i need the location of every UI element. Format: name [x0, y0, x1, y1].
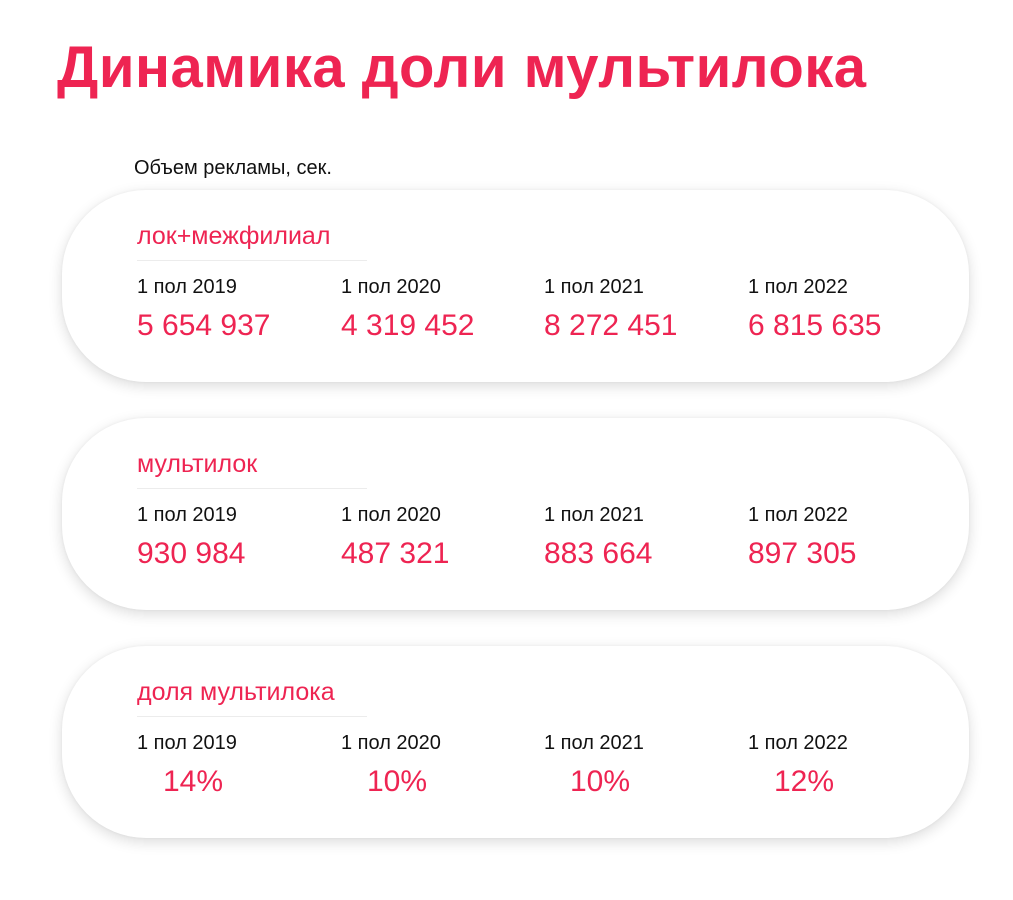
page-title: Динамика доли мультилока — [57, 35, 867, 100]
period-label: 1 пол 2020 — [341, 276, 441, 298]
stat-column: 1 пол 2022 897 305 — [748, 502, 938, 574]
stat-column: 1 пол 2020 487 321 — [341, 502, 531, 574]
stat-value: 6 815 635 — [748, 309, 882, 342]
stat-value: 487 321 — [341, 537, 450, 570]
divider — [137, 716, 367, 717]
divider — [137, 260, 367, 261]
stat-value: 897 305 — [748, 537, 857, 570]
page-subtitle: Объем рекламы, сек. — [134, 157, 332, 179]
period-label: 1 пол 2022 — [748, 276, 848, 298]
card-multilok: мультилок 1 пол 2019 930 984 1 пол 2020 … — [62, 418, 969, 610]
stat-column: 1 пол 2021 8 272 451 — [544, 274, 734, 346]
stat-column: 1 пол 2020 4 319 452 — [341, 274, 531, 346]
divider — [137, 488, 367, 489]
stat-value: 8 272 451 — [544, 309, 678, 342]
card-label: мультилок — [137, 450, 258, 478]
period-label: 1 пол 2020 — [341, 732, 441, 754]
stat-value: 883 664 — [544, 537, 653, 570]
stat-column: 1 пол 2022 6 815 635 — [748, 274, 938, 346]
period-label: 1 пол 2019 — [137, 732, 237, 754]
period-label: 1 пол 2022 — [748, 504, 848, 526]
card-dolya-multiloka: доля мультилока 1 пол 2019 14% 1 пол 202… — [62, 646, 969, 838]
stat-value: 10% — [367, 765, 428, 798]
period-label: 1 пол 2021 — [544, 504, 644, 526]
period-label: 1 пол 2019 — [137, 276, 237, 298]
card-label: лок+межфилиал — [137, 222, 331, 250]
period-label: 1 пол 2020 — [341, 504, 441, 526]
stat-value: 14% — [163, 765, 224, 798]
period-label: 1 пол 2019 — [137, 504, 237, 526]
stat-column: 1 пол 2019 930 984 — [137, 502, 327, 574]
card-lok-mezhfilial: лок+межфилиал 1 пол 2019 5 654 937 1 пол… — [62, 190, 969, 382]
period-label: 1 пол 2022 — [748, 732, 848, 754]
stat-value: 12% — [774, 765, 835, 798]
stat-column: 1 пол 2019 14% — [137, 730, 327, 802]
stat-value: 10% — [570, 765, 631, 798]
period-label: 1 пол 2021 — [544, 276, 644, 298]
stat-column: 1 пол 2022 12% — [748, 730, 938, 802]
stat-column: 1 пол 2019 5 654 937 — [137, 274, 327, 346]
stat-column: 1 пол 2021 10% — [544, 730, 734, 802]
stat-column: 1 пол 2020 10% — [341, 730, 531, 802]
stat-value: 4 319 452 — [341, 309, 475, 342]
stat-column: 1 пол 2021 883 664 — [544, 502, 734, 574]
stat-value: 930 984 — [137, 537, 246, 570]
period-label: 1 пол 2021 — [544, 732, 644, 754]
card-label: доля мультилока — [137, 678, 335, 706]
stat-value: 5 654 937 — [137, 309, 271, 342]
